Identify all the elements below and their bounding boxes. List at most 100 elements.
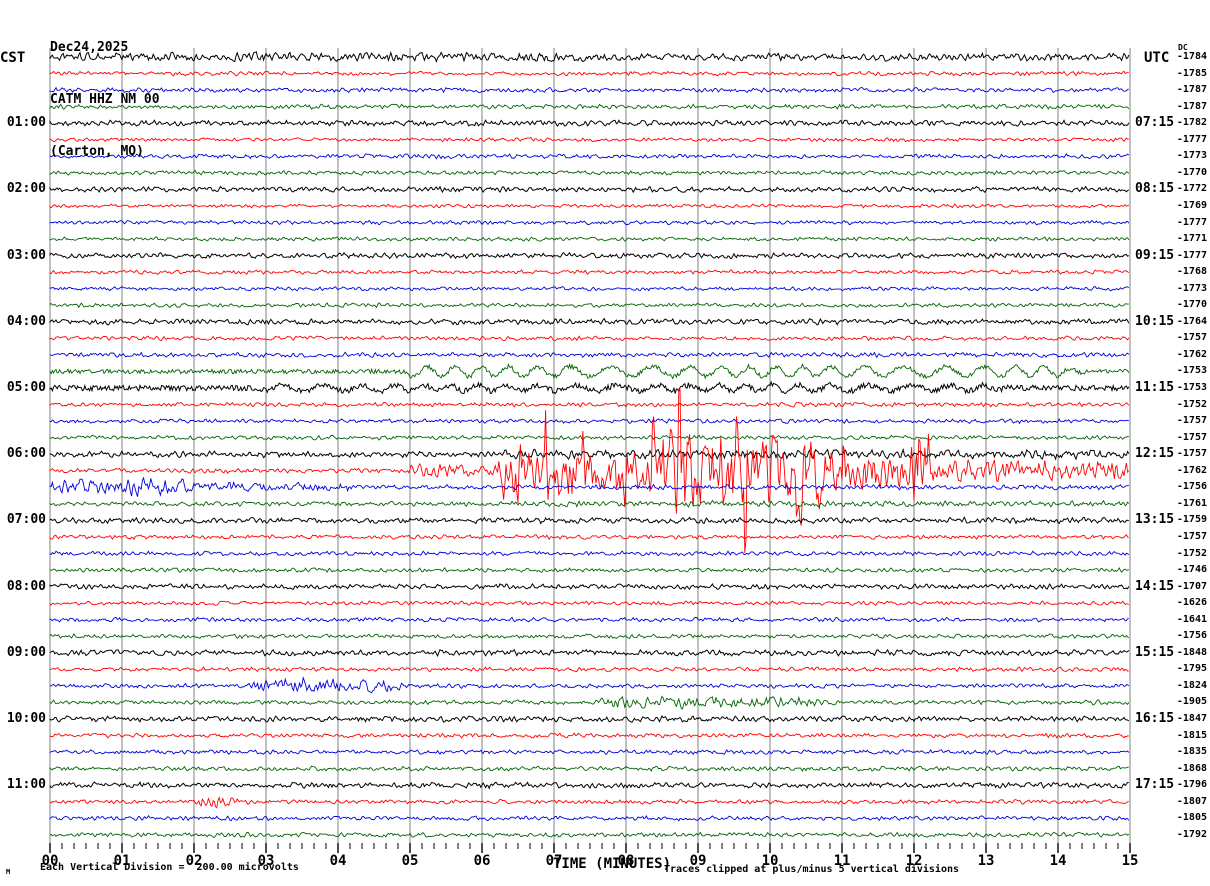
x-tick-label: 01 [113,853,131,869]
dc-value: -1777 [1176,134,1207,145]
dc-value: -1792 [1176,829,1207,840]
dc-value: -1784 [1176,51,1207,62]
dc-value: -1815 [1176,730,1207,741]
title-station: CATM HHZ NM 00 [50,92,160,107]
dc-value: -1795 [1176,663,1207,674]
cst-time-label: 07:00 [6,512,46,527]
dc-value: -1753 [1176,382,1207,393]
utc-time-label: 17:15 [1135,777,1175,792]
cst-time-label: 04:00 [6,314,46,329]
dc-value: -1626 [1176,597,1207,608]
title-location: (Carton, MO) [50,144,144,159]
title-date: Dec24,2025 [50,40,129,55]
dc-value: -1764 [1176,316,1207,327]
trace-row-0-black [49,50,1130,63]
dc-value: -1787 [1176,101,1207,112]
dc-value: -1757 [1176,332,1207,343]
trace-row-9-red [49,203,1130,209]
trace-row-25-red [49,388,1130,553]
trace-row-12-black [49,251,1130,260]
dc-value: -1753 [1176,365,1207,376]
x-axis-label: TIME (MINUTES) [553,856,672,872]
dc-value: -1641 [1176,614,1207,625]
dc-value: -1835 [1176,746,1207,757]
trace-row-22-blue [49,418,1129,425]
dc-value: -1770 [1176,299,1207,310]
trace-row-36-black [49,648,1130,658]
clip-note: Traces clipped at plus/minus 5 vertical … [664,864,960,875]
x-tick-label: 10 [761,853,779,869]
dc-value: -1746 [1176,564,1207,575]
dc-value: -1770 [1176,167,1207,178]
trace-row-16-black [49,317,1130,326]
trace-row-45-red [49,796,1129,809]
trace-row-38-blue [49,676,1130,694]
cst-time-label: 01:00 [6,115,46,130]
x-tick-label: 15 [1121,853,1139,869]
x-tick-label: 06 [473,853,491,869]
dc-value: -1752 [1176,399,1207,410]
trace-row-26-blue [49,476,1129,497]
title-block: Dec24,2025 CATM HHZ NM 00 (Carton, MO) [50,3,160,178]
dc-value: -1807 [1176,796,1207,807]
trace-row-1-red [49,70,1129,77]
dc-value: -1805 [1176,812,1207,823]
dc-value: -1762 [1176,349,1207,360]
dc-value: -1796 [1176,779,1207,790]
dc-value: -1777 [1176,217,1207,228]
trace-row-4-black [49,119,1130,128]
utc-time-label: 13:15 [1135,512,1175,527]
x-tick-label: 02 [185,853,203,869]
utc-time-label: 09:15 [1135,248,1175,263]
cst-time-label: 11:00 [6,777,46,792]
trace-row-32-black [49,582,1130,591]
dc-value: -1787 [1176,84,1207,95]
dc-value: -1771 [1176,233,1207,244]
x-tick-label: 05 [401,853,419,869]
dc-value: -1868 [1176,763,1207,774]
dc-value: -1768 [1176,266,1207,277]
trace-row-28-black [49,516,1129,525]
trace-row-23-green [49,434,1129,441]
trace-row-8-black [49,185,1130,194]
x-tick-label: 03 [257,853,275,869]
trace-row-6-blue [49,153,1130,160]
dc-value: -1761 [1176,498,1207,509]
trace-row-39-green [49,695,1130,710]
trace-row-3-green [49,103,1130,110]
right-timezone-header: UTC [1144,50,1170,66]
x-tick-label: 13 [977,853,995,869]
dc-value: -1848 [1176,647,1207,658]
trace-row-20-black [49,380,1130,395]
trace-row-10-blue [49,219,1130,226]
utc-time-label: 15:15 [1135,645,1175,660]
x-tick-label: 14 [1049,853,1067,869]
utc-time-label: 10:15 [1135,314,1175,329]
trace-row-13-red [49,269,1130,276]
dc-value: -1782 [1176,117,1207,128]
trace-row-47-green [49,831,1130,838]
scale-note: Each Vertical Division = 200.00 microvol… [40,862,299,873]
dc-value: -1773 [1176,150,1207,161]
x-tick-label: 12 [905,853,923,869]
trace-row-42-blue [49,749,1130,756]
cst-time-label: 10:00 [6,711,46,726]
cst-time-label: 06:00 [6,446,46,461]
dc-value: -1785 [1176,68,1207,79]
trace-row-37-red [49,666,1129,673]
trace-row-31-green [49,566,1130,573]
trace-row-14-blue [49,286,1130,292]
utc-time-label: 12:15 [1135,446,1175,461]
trace-row-11-green [49,236,1130,242]
cst-time-label: 09:00 [6,645,46,660]
dc-value: -1772 [1176,183,1207,194]
dc-value: -1824 [1176,680,1207,691]
utc-time-label: 16:15 [1135,711,1175,726]
dc-column-header: DC [1178,43,1188,52]
cst-time-label: 05:00 [6,380,46,395]
cst-time-label: 03:00 [6,248,46,263]
trace-row-43-green [49,765,1129,772]
dc-value: -1756 [1176,630,1207,641]
